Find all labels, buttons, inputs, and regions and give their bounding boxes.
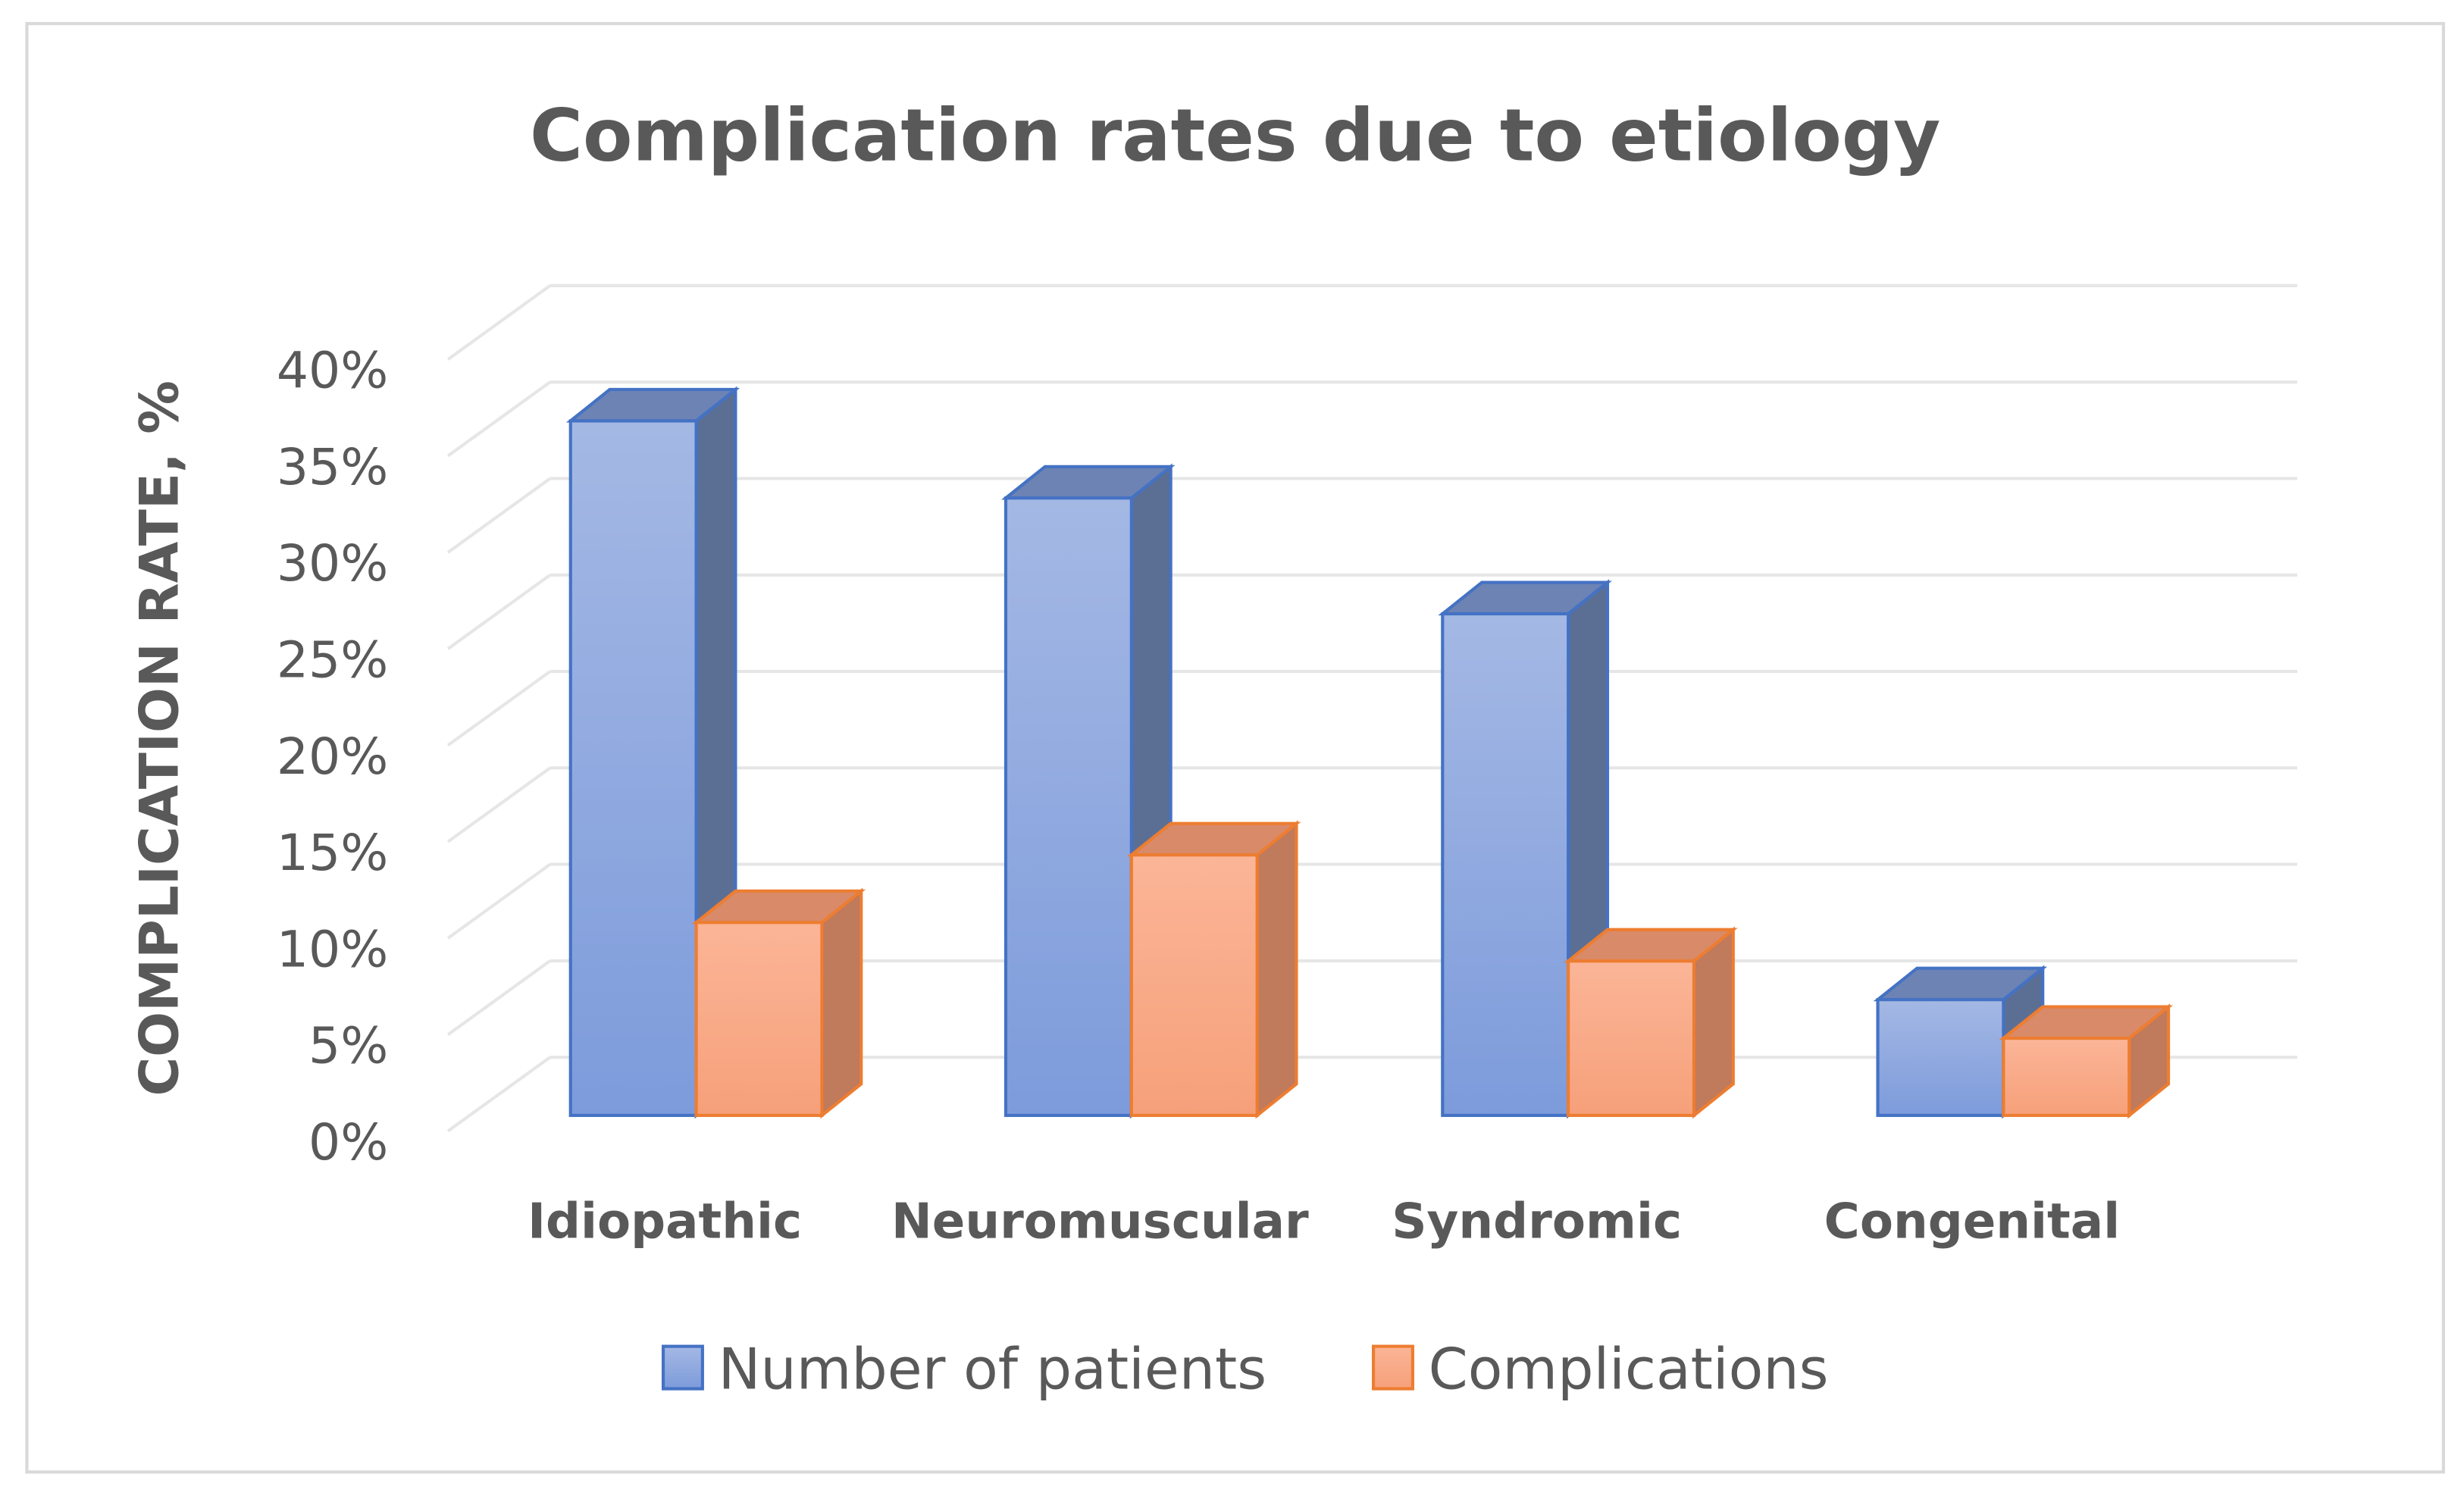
y-axis-label: COMPLICATION RATE, % [128, 380, 190, 1096]
legend-label: Complications [1429, 1337, 1829, 1403]
chart-border [25, 22, 2445, 1474]
y-tick-label: 10% [277, 919, 388, 978]
y-ticks: 0% 5% 10% 15% 20% 25% 30% 35% 40% [277, 341, 388, 1172]
y-tick-label: 35% [277, 437, 388, 496]
bar-front [1441, 612, 1570, 1117]
bar-front [1876, 998, 2005, 1117]
grid-side-line [446, 862, 552, 940]
legend-swatch [661, 1344, 704, 1391]
gridlines [446, 283, 2298, 1133]
bar-complications-syndromic [1564, 926, 1738, 1119]
bar-side [1255, 820, 1298, 1119]
y-tick-label: 15% [277, 823, 388, 882]
y-tick-label: 25% [277, 630, 388, 689]
y-tick-label: 5% [308, 1016, 388, 1075]
legend-swatch [1372, 1344, 1414, 1391]
bar-complications-idiopathic [691, 887, 866, 1119]
bar-complications-congenital [1999, 1003, 2173, 1119]
grid-side-line [446, 477, 552, 554]
bar-front [694, 921, 824, 1117]
bar-front [568, 419, 698, 1117]
grid-side-line [446, 670, 552, 747]
grid-side-line [446, 380, 552, 458]
y-tick-label: 20% [277, 727, 388, 786]
x-category-label: Idiopathic [528, 1194, 802, 1250]
grid-side-line [446, 766, 552, 843]
bar-front [1003, 496, 1133, 1117]
y-tick-label: 0% [308, 1112, 388, 1172]
legend-label: Number of patients [719, 1337, 1267, 1403]
bar-side [820, 887, 863, 1119]
y-tick-label: 30% [277, 533, 388, 593]
bars [565, 386, 2173, 1119]
legend-item: Number of patients [661, 1337, 1267, 1403]
legend: Number of patients Complications [661, 1337, 1829, 1403]
x-category-label: Syndromic [1392, 1194, 1682, 1250]
grid-side-line [446, 284, 552, 361]
bar-front [2002, 1036, 2131, 1117]
grid-side-line [446, 574, 552, 650]
bar-front [1129, 853, 1259, 1117]
y-tick-label: 40% [277, 341, 388, 400]
x-category-label: Congenital [1824, 1194, 2120, 1250]
x-categories: Idiopathic Neuromuscular Syndromic Congenit… [528, 1194, 2120, 1250]
bar-complications-neuromuscular [1126, 820, 1301, 1119]
legend-item: Complications [1372, 1337, 1829, 1403]
grid-side-line [446, 959, 552, 1037]
bar-patients-syndromic [1438, 579, 1612, 1119]
chart-title: Complication rates due to etiology [530, 93, 1940, 177]
x-category-label: Neuromuscular [891, 1194, 1309, 1250]
bar-front [1567, 959, 1696, 1117]
grid-side-line [446, 1056, 552, 1133]
